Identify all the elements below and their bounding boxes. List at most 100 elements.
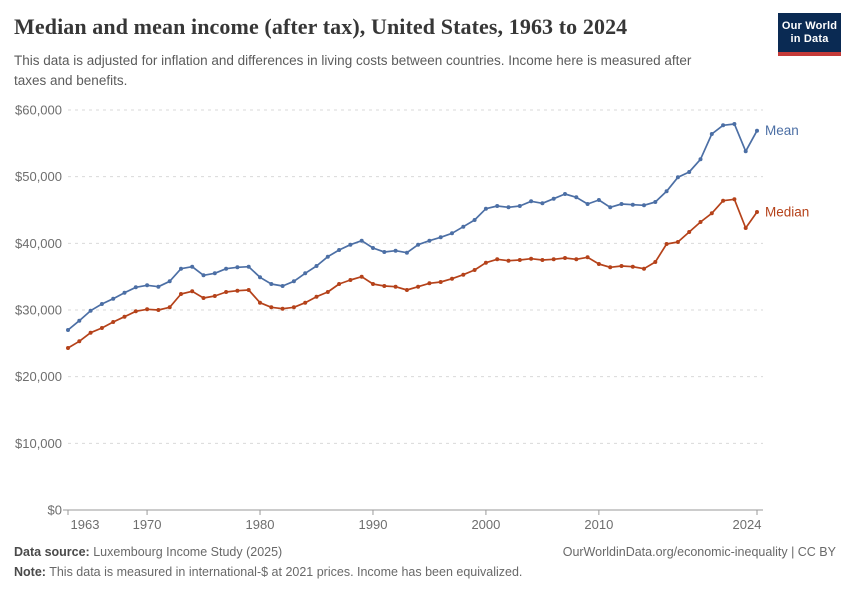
median-point[interactable] xyxy=(743,226,748,230)
median-point[interactable] xyxy=(167,305,172,310)
mean-point[interactable] xyxy=(382,250,387,254)
mean-point[interactable] xyxy=(755,128,759,133)
median-point[interactable] xyxy=(709,211,714,216)
median-point[interactable] xyxy=(675,240,680,244)
mean-point[interactable] xyxy=(483,206,488,211)
mean-point[interactable] xyxy=(280,284,285,288)
median-point[interactable] xyxy=(99,326,104,330)
mean-point[interactable] xyxy=(179,266,183,271)
median-point[interactable] xyxy=(145,307,150,312)
median-point[interactable] xyxy=(732,197,737,202)
mean-point[interactable] xyxy=(619,202,624,206)
mean-point[interactable] xyxy=(653,200,658,204)
median-point[interactable] xyxy=(122,314,127,319)
mean-point[interactable] xyxy=(337,248,342,252)
mean-point[interactable] xyxy=(563,192,567,196)
median-point[interactable] xyxy=(371,282,375,286)
median-point[interactable] xyxy=(156,308,161,312)
mean-point[interactable] xyxy=(325,254,330,259)
median-point[interactable] xyxy=(416,284,421,289)
median-point[interactable] xyxy=(224,290,229,294)
median-point[interactable] xyxy=(721,198,726,203)
median-point[interactable] xyxy=(111,320,116,324)
mean-point[interactable] xyxy=(743,149,748,154)
median-point[interactable] xyxy=(303,300,308,305)
mean-point[interactable] xyxy=(122,290,127,295)
mean-point[interactable] xyxy=(66,328,70,332)
median-point[interactable] xyxy=(653,260,658,264)
mean-point[interactable] xyxy=(246,264,251,269)
mean-line[interactable] xyxy=(67,123,758,331)
mean-point[interactable] xyxy=(269,282,274,286)
median-point[interactable] xyxy=(642,266,646,271)
mean-point[interactable] xyxy=(348,242,353,247)
median-point[interactable] xyxy=(506,258,511,263)
mean-point[interactable] xyxy=(608,205,613,210)
mean-point[interactable] xyxy=(314,264,319,268)
mean-point[interactable] xyxy=(721,123,726,128)
mean-point[interactable] xyxy=(133,285,138,290)
mean-point[interactable] xyxy=(585,202,590,206)
mean-point[interactable] xyxy=(687,170,692,174)
mean-point[interactable] xyxy=(551,196,556,201)
median-point[interactable] xyxy=(212,294,217,298)
mean-point[interactable] xyxy=(506,205,511,210)
median-point[interactable] xyxy=(630,264,635,269)
median-point[interactable] xyxy=(235,288,240,293)
mean-point[interactable] xyxy=(111,296,116,301)
mean-point[interactable] xyxy=(450,231,454,236)
mean-point[interactable] xyxy=(574,195,579,200)
median-point[interactable] xyxy=(201,296,206,300)
median-line[interactable] xyxy=(67,198,758,349)
mean-point[interactable] xyxy=(212,271,217,276)
mean-point[interactable] xyxy=(698,157,703,162)
mean-series-label[interactable]: Mean xyxy=(765,123,799,138)
median-point[interactable] xyxy=(348,278,353,282)
median-point[interactable] xyxy=(529,256,534,261)
median-point[interactable] xyxy=(325,290,330,294)
mean-point[interactable] xyxy=(303,271,308,276)
mean-point[interactable] xyxy=(258,275,262,280)
mean-point[interactable] xyxy=(540,201,545,206)
median-point[interactable] xyxy=(269,305,274,310)
mean-point[interactable] xyxy=(630,202,635,207)
owid-url-link[interactable]: OurWorldinData.org/economic-inequality |… xyxy=(562,545,836,559)
mean-point[interactable] xyxy=(675,175,680,180)
median-point[interactable] xyxy=(755,210,759,214)
mean-point[interactable] xyxy=(472,218,477,222)
median-point[interactable] xyxy=(664,242,669,246)
mean-point[interactable] xyxy=(156,284,161,289)
mean-point[interactable] xyxy=(596,198,601,202)
median-point[interactable] xyxy=(687,230,692,234)
median-point[interactable] xyxy=(551,257,556,262)
mean-point[interactable] xyxy=(77,318,82,323)
median-point[interactable] xyxy=(619,264,624,268)
median-point[interactable] xyxy=(438,280,443,284)
median-point[interactable] xyxy=(404,288,409,292)
median-series-label[interactable]: Median xyxy=(765,205,809,220)
median-point[interactable] xyxy=(540,258,545,262)
median-point[interactable] xyxy=(133,309,138,314)
mean-point[interactable] xyxy=(235,265,240,270)
mean-point[interactable] xyxy=(642,203,646,208)
median-point[interactable] xyxy=(77,339,82,344)
median-point[interactable] xyxy=(563,256,567,260)
mean-point[interactable] xyxy=(709,132,714,136)
mean-point[interactable] xyxy=(427,238,432,243)
median-point[interactable] xyxy=(337,282,342,286)
mean-point[interactable] xyxy=(190,264,195,269)
mean-point[interactable] xyxy=(495,204,500,208)
median-point[interactable] xyxy=(246,288,251,292)
median-point[interactable] xyxy=(382,284,387,288)
median-point[interactable] xyxy=(450,276,454,281)
median-point[interactable] xyxy=(585,255,590,260)
mean-point[interactable] xyxy=(732,122,737,126)
mean-point[interactable] xyxy=(461,224,466,229)
median-point[interactable] xyxy=(427,281,432,286)
mean-point[interactable] xyxy=(167,279,172,284)
mean-point[interactable] xyxy=(404,250,409,255)
mean-point[interactable] xyxy=(517,204,522,208)
mean-point[interactable] xyxy=(371,246,375,250)
median-point[interactable] xyxy=(698,220,703,224)
mean-point[interactable] xyxy=(291,279,296,284)
